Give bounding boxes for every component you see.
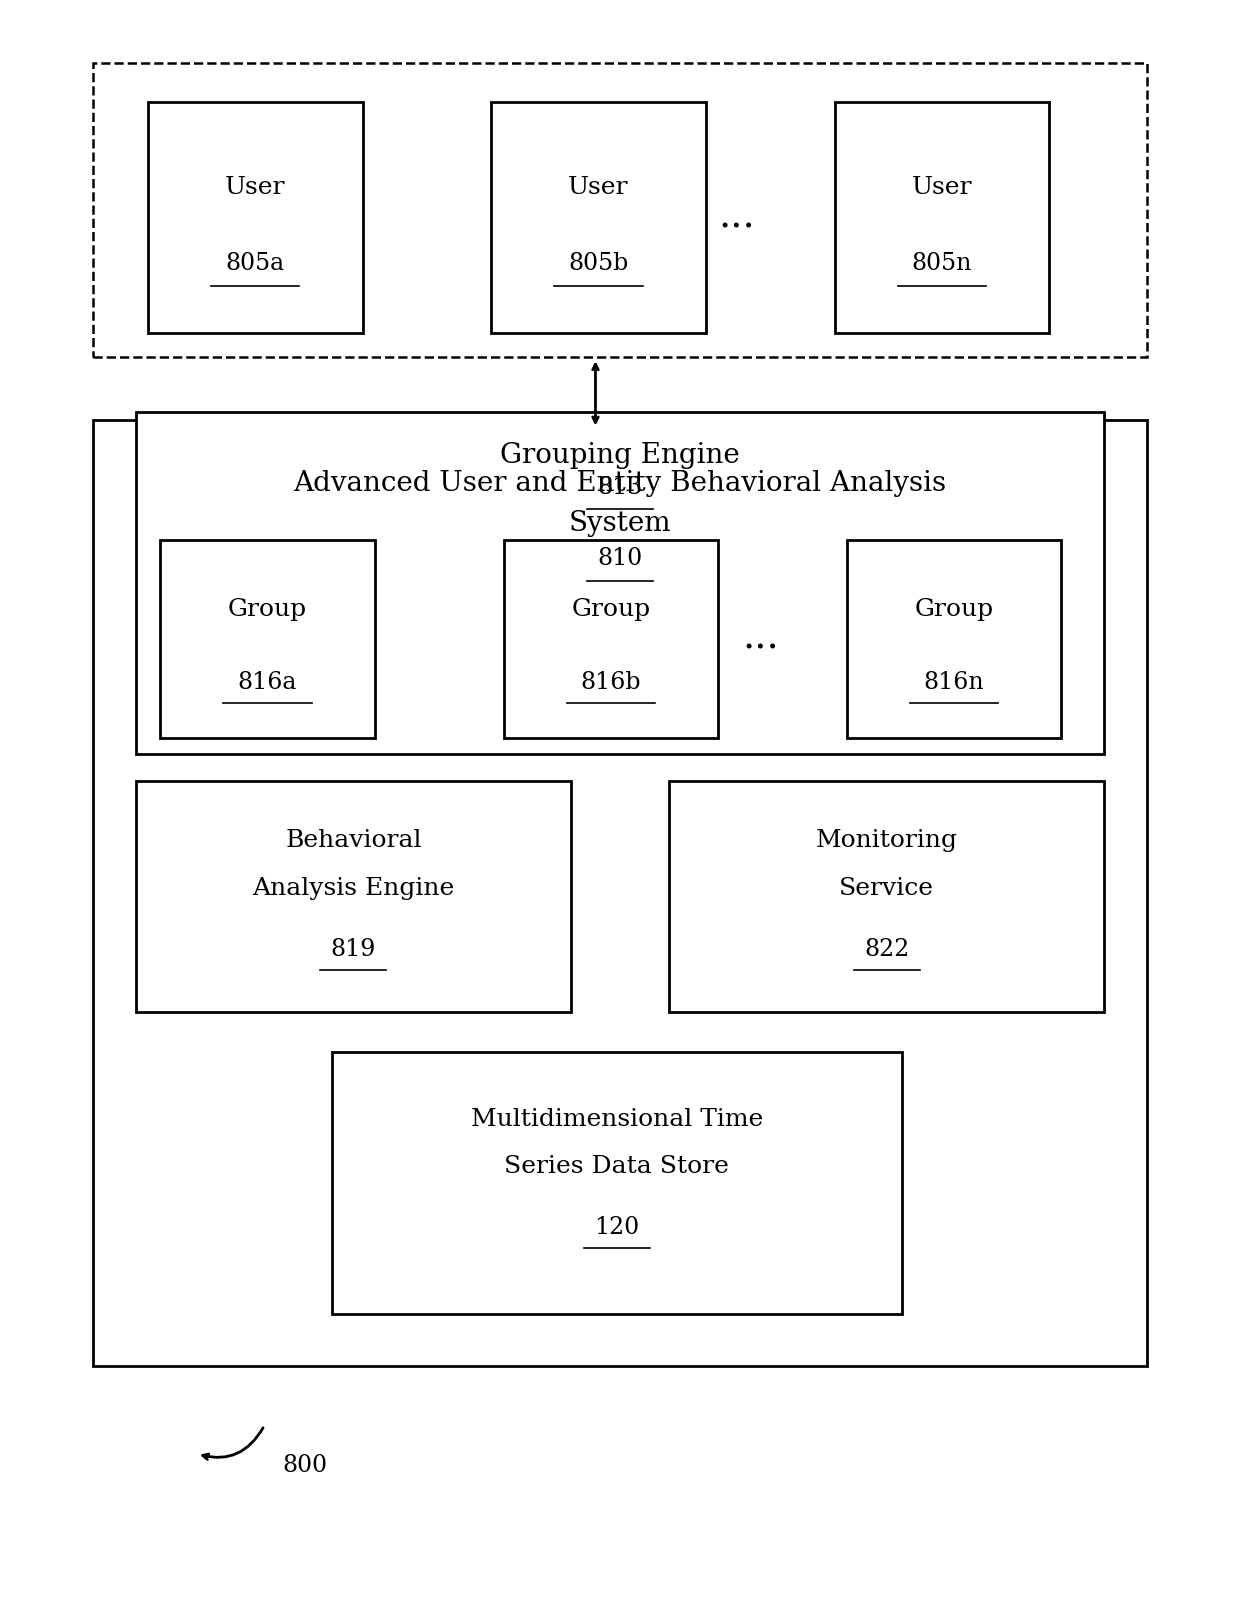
Text: System: System	[569, 510, 671, 537]
Text: 813: 813	[598, 476, 642, 499]
Text: 800: 800	[283, 1453, 327, 1477]
Text: Series Data Store: Series Data Store	[505, 1155, 729, 1179]
Bar	[135, 412, 1105, 754]
Bar	[148, 103, 362, 334]
Text: 822: 822	[864, 938, 909, 961]
Text: User: User	[568, 176, 629, 199]
Bar	[847, 539, 1061, 738]
Text: Service: Service	[839, 877, 934, 900]
Text: Grouping Engine: Grouping Engine	[500, 441, 740, 468]
Text: 816n: 816n	[924, 670, 985, 695]
Bar	[670, 781, 1105, 1012]
Bar	[93, 63, 1147, 356]
Text: Analysis Engine: Analysis Engine	[252, 877, 454, 900]
Text: Behavioral: Behavioral	[285, 829, 422, 852]
Bar	[332, 1052, 901, 1314]
Text: Advanced User and Entity Behavioral Analysis: Advanced User and Entity Behavioral Anal…	[294, 470, 946, 497]
Text: Group: Group	[572, 598, 650, 621]
Bar	[93, 420, 1147, 1367]
Text: Group: Group	[915, 598, 993, 621]
Text: User: User	[224, 176, 285, 199]
Bar	[491, 103, 706, 334]
Bar	[135, 781, 570, 1012]
Text: 816a: 816a	[238, 670, 298, 695]
Text: User: User	[911, 176, 972, 199]
Text: 805n: 805n	[911, 252, 972, 276]
Text: Multidimensional Time: Multidimensional Time	[471, 1108, 763, 1131]
Text: 819: 819	[331, 938, 376, 961]
Bar	[835, 103, 1049, 334]
Text: 120: 120	[594, 1216, 640, 1238]
Text: ...: ...	[743, 619, 780, 656]
Bar	[160, 539, 374, 738]
Text: 810: 810	[598, 547, 642, 569]
Text: ...: ...	[718, 199, 755, 236]
Text: Group: Group	[228, 598, 308, 621]
Text: 805a: 805a	[226, 252, 285, 276]
Bar	[503, 539, 718, 738]
Text: Monitoring: Monitoring	[816, 829, 957, 852]
Text: 805b: 805b	[568, 252, 629, 276]
Text: 816b: 816b	[580, 670, 641, 695]
